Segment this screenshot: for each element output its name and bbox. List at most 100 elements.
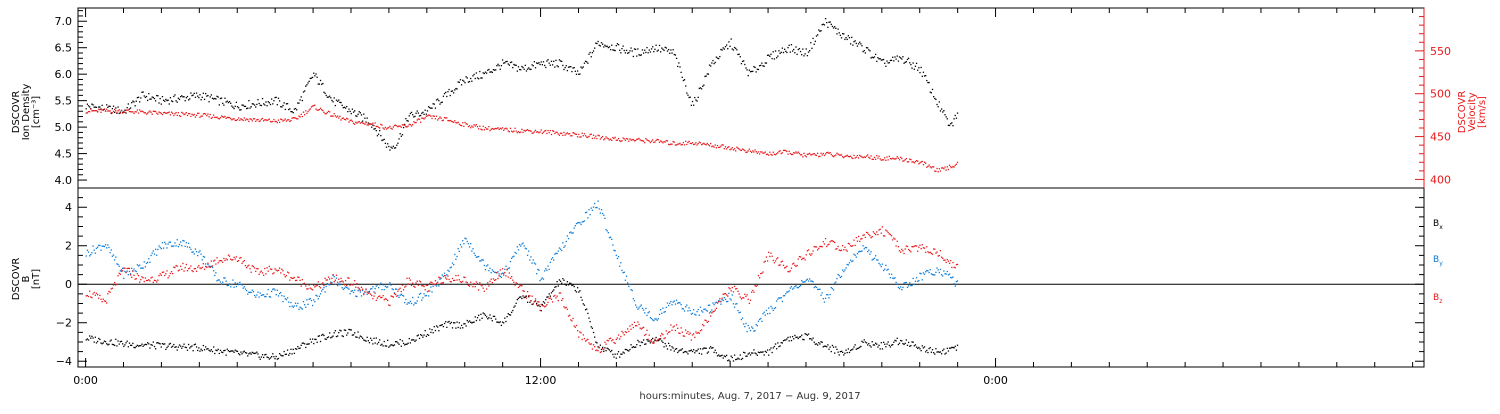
bz-point	[280, 272, 282, 274]
density-point	[915, 62, 918, 65]
velocity-point	[620, 140, 622, 143]
density-point	[559, 60, 562, 62]
density-point	[881, 59, 884, 61]
bz-point	[230, 258, 232, 260]
bx-point	[845, 349, 847, 351]
density-point	[574, 70, 576, 72]
bx-point	[919, 348, 921, 350]
velocity-point	[938, 168, 940, 170]
bz-point	[350, 283, 352, 285]
bx-point	[397, 342, 399, 344]
by-point	[104, 244, 107, 246]
by-point	[682, 308, 685, 310]
bz-point	[528, 295, 530, 297]
velocity-point	[880, 159, 882, 161]
by-point	[670, 300, 672, 303]
bz-point	[662, 333, 664, 336]
velocity-point	[248, 120, 250, 123]
by-point	[492, 270, 495, 273]
density-point	[627, 52, 629, 54]
legend-bx-main: B	[1433, 219, 1439, 229]
by-point	[574, 225, 576, 227]
bx-point	[170, 346, 173, 348]
velocity-point	[263, 120, 265, 122]
velocity-point	[384, 126, 387, 129]
density-point	[214, 97, 216, 100]
bx-point	[418, 337, 421, 340]
velocity-point	[127, 109, 129, 111]
bz-point	[840, 249, 843, 251]
velocity-point	[764, 151, 766, 153]
bx-point	[870, 346, 872, 348]
velocity-point	[847, 155, 849, 158]
by-point	[566, 235, 569, 237]
by-point	[245, 289, 248, 292]
velocity-point	[346, 117, 348, 120]
density-point	[751, 70, 753, 73]
density-point	[689, 96, 691, 98]
by-point	[533, 262, 536, 264]
by-point	[752, 327, 754, 329]
bz-point	[561, 299, 563, 302]
bx-point	[360, 336, 363, 338]
bz-point	[860, 238, 862, 240]
density-point	[429, 106, 431, 109]
bx-point	[412, 339, 414, 341]
bz-point	[422, 284, 424, 287]
density-point	[509, 61, 512, 64]
velocity-point	[770, 153, 772, 156]
velocity-point	[193, 113, 195, 116]
density-point	[415, 112, 417, 114]
bx-point	[368, 342, 371, 344]
bz-point	[690, 339, 693, 341]
density-point	[490, 71, 492, 73]
by-point	[223, 277, 225, 279]
bz-point	[357, 286, 359, 289]
by-point	[884, 268, 886, 270]
by-point	[749, 329, 752, 332]
b-axis-label: DSCOVR B [nT]	[11, 258, 42, 301]
bx-point	[529, 301, 531, 303]
velocity-point	[457, 121, 459, 123]
by-point	[200, 253, 202, 255]
density-point	[630, 47, 632, 49]
bx-point	[838, 354, 840, 356]
density-point	[531, 64, 533, 66]
by-point	[88, 255, 91, 257]
bx-point	[233, 351, 235, 353]
by-point	[679, 302, 681, 304]
density-point	[839, 34, 842, 37]
density-point	[107, 106, 109, 108]
velocity-point	[541, 132, 544, 135]
density-point	[496, 65, 498, 67]
bz-point	[930, 252, 933, 255]
velocity-point	[557, 133, 559, 135]
bz-point	[658, 337, 661, 340]
by-point	[700, 310, 703, 312]
bx-point	[790, 339, 793, 342]
by-point	[463, 243, 465, 245]
by-point	[611, 238, 613, 240]
velocity-point	[239, 119, 241, 121]
density-point	[421, 112, 423, 114]
bx-point	[197, 349, 199, 352]
density-point	[785, 50, 787, 53]
bx-point	[252, 352, 255, 354]
by-point	[181, 245, 183, 247]
bx-point	[399, 338, 401, 341]
bz-point	[781, 260, 784, 262]
by-point	[704, 308, 706, 310]
bx-point	[372, 343, 374, 345]
density-point	[712, 59, 714, 62]
bx-point	[144, 343, 147, 346]
by-point	[582, 220, 584, 223]
by-point	[687, 310, 689, 312]
by-point	[119, 270, 122, 272]
bz-point	[909, 249, 911, 252]
by-point	[688, 307, 690, 309]
by-point	[434, 284, 437, 286]
bx-point	[93, 341, 95, 343]
by-point	[622, 272, 624, 274]
by-point	[675, 299, 678, 301]
